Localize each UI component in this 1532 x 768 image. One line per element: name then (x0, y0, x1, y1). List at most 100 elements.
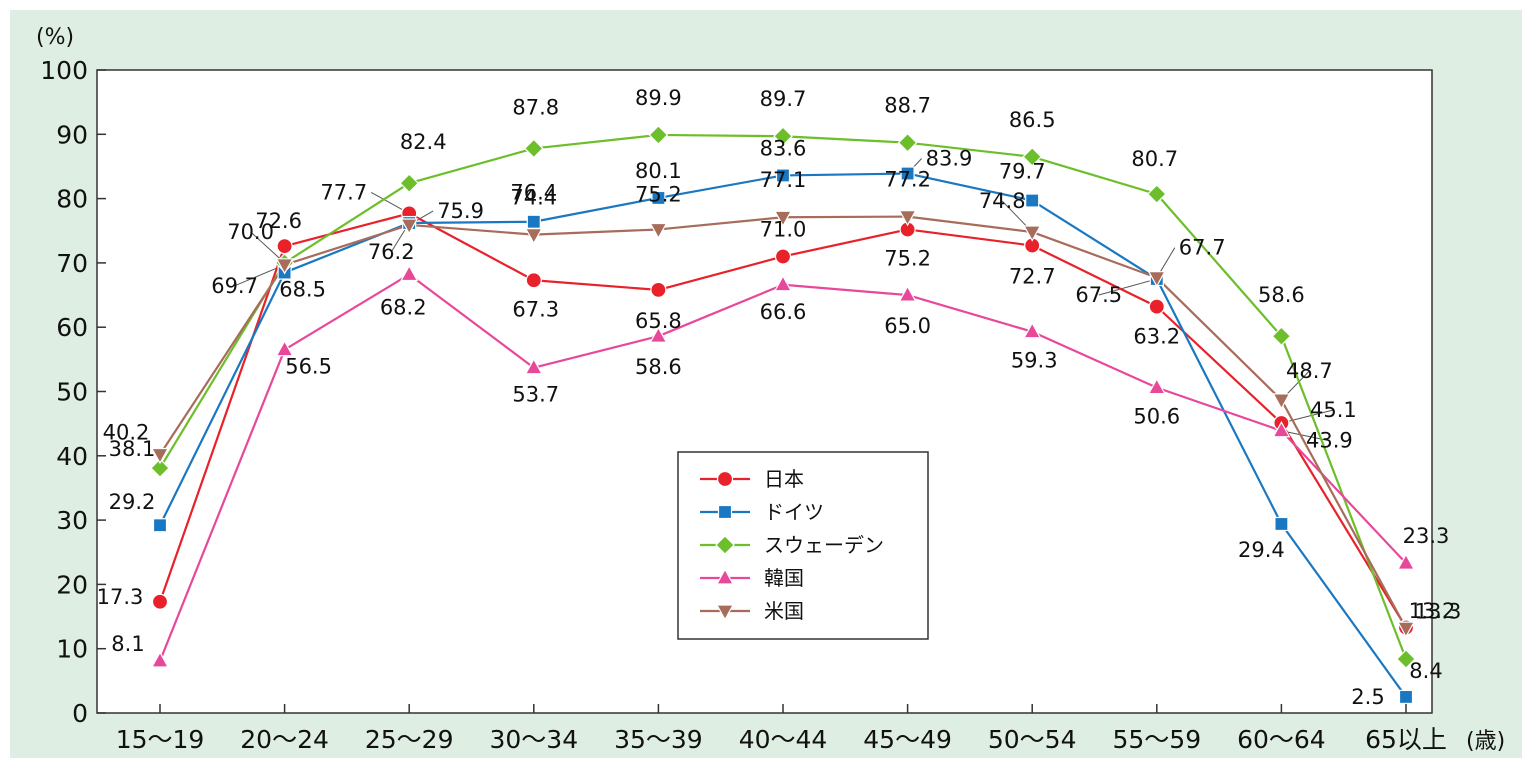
x-tick-label: 25～29 (365, 725, 454, 754)
data-label: 29.4 (1238, 538, 1285, 562)
data-point-marker (275, 339, 294, 357)
data-label: 53.7 (512, 383, 559, 407)
data-label: 77.7 (320, 180, 367, 204)
data-label: 67.7 (1179, 236, 1226, 260)
data-label: 88.7 (884, 94, 931, 118)
data-point-marker (1022, 146, 1043, 167)
label-leader-line (1098, 278, 1157, 296)
y-tick-label: 50 (56, 378, 88, 407)
y-axis-unit: (%) (36, 25, 74, 50)
data-label: 83.9 (926, 147, 973, 171)
data-label: 59.3 (1011, 349, 1058, 373)
data-point-marker (1147, 271, 1166, 288)
data-label: 89.9 (635, 86, 682, 110)
data-label: 63.2 (1133, 325, 1180, 349)
data-point-marker (649, 222, 668, 240)
data-labels: 17.3 72.6 77.7 67.3 65.8 71.0 75.2 72.7 63.2 45.1… (97, 86, 1462, 709)
data-label: 23.3 (1403, 524, 1450, 548)
data-label: 76.2 (368, 240, 415, 264)
data-label: 2.5 (1351, 685, 1384, 709)
data-label: 40.2 (103, 421, 150, 445)
data-label: 74.8 (979, 189, 1026, 213)
data-point-marker (1398, 689, 1414, 705)
data-point-marker (399, 173, 420, 194)
y-tick-label: 60 (56, 313, 88, 342)
legend-marker (716, 470, 734, 488)
data-point-marker (897, 132, 918, 153)
x-tick-label: 40～44 (739, 725, 828, 754)
data-point-marker (150, 651, 170, 668)
data-point-marker (774, 248, 792, 265)
x-tick-label: 45～49 (863, 725, 952, 754)
data-point-marker (650, 281, 667, 299)
data-point-marker (1396, 621, 1416, 638)
x-tick-label: 15～19 (116, 725, 205, 754)
data-label: 58.6 (635, 355, 682, 379)
data-label: 68.5 (279, 278, 326, 302)
y-tick-label: 90 (56, 120, 88, 149)
data-point-marker (524, 228, 543, 245)
legend-label: 韓国 (764, 566, 804, 590)
data-point-marker (648, 125, 669, 145)
data-point-marker (1147, 377, 1166, 395)
data-label: 45.1 (1310, 398, 1357, 422)
legend-label: 日本 (764, 467, 804, 491)
x-tick-label: 60～64 (1237, 725, 1326, 754)
data-point-marker (898, 285, 917, 302)
data-point-marker (900, 166, 915, 181)
data-label: 80.7 (1131, 147, 1178, 171)
data-point-marker (275, 258, 294, 275)
data-point-marker (524, 357, 543, 375)
axes: (%) (歳) 0 10 20 30 40 50 60 70 80 90 100 15～19 20～24… (36, 25, 1505, 754)
data-label: 58.6 (1258, 283, 1305, 307)
y-tick-label: 10 (56, 635, 88, 664)
legend-label: 米国 (764, 599, 804, 623)
data-label: 66.6 (760, 300, 807, 324)
x-tick-label: 35～39 (614, 725, 703, 754)
data-label: 75.9 (437, 199, 484, 223)
legend-label: ドイツ (764, 500, 824, 524)
legend-label: スウェーデン (764, 533, 884, 557)
data-label: 8.1 (111, 632, 144, 656)
x-tick-label: 20～24 (240, 725, 329, 754)
x-tick-label: 30～34 (489, 725, 578, 754)
data-point-marker (152, 518, 168, 533)
y-tick-label: 40 (56, 442, 88, 471)
label-leader-line (1281, 409, 1334, 424)
y-tick-label: 70 (56, 249, 88, 278)
data-label: 65.0 (884, 314, 931, 338)
data-label: 72.6 (255, 209, 302, 233)
x-tick-label: 65以上 (1365, 725, 1447, 754)
data-label: 75.2 (884, 246, 931, 270)
data-point-marker (150, 458, 170, 478)
y-tick-label: 20 (56, 570, 88, 599)
data-label: 67.5 (1075, 283, 1122, 307)
data-label: 13.2 (1409, 599, 1456, 623)
x-tick-label: 55～59 (1112, 725, 1201, 754)
data-label: 87.8 (512, 95, 559, 119)
data-point-marker (773, 210, 793, 227)
data-label: 38.1 (109, 437, 156, 461)
data-label: 76.4 (510, 181, 557, 205)
data-label: 77.1 (760, 168, 807, 192)
data-label: 67.3 (512, 297, 559, 321)
data-label: 89.7 (760, 87, 807, 111)
data-point-marker (400, 264, 419, 282)
data-point-marker (1272, 393, 1291, 410)
data-point-marker (773, 275, 793, 292)
data-point-marker (775, 168, 791, 183)
data-point-marker (651, 190, 666, 206)
data-point-marker (151, 593, 169, 610)
legend-marker (717, 504, 733, 520)
data-label: 48.7 (1286, 359, 1333, 383)
x-axis-unit: (歳) (1466, 729, 1505, 754)
data-point-marker (1025, 193, 1040, 208)
data-label: 80.1 (635, 159, 682, 183)
data-label: 86.5 (1009, 108, 1056, 132)
data-label: 56.5 (285, 355, 332, 379)
data-label: 74.4 (510, 186, 557, 210)
data-point-marker (1148, 298, 1165, 315)
